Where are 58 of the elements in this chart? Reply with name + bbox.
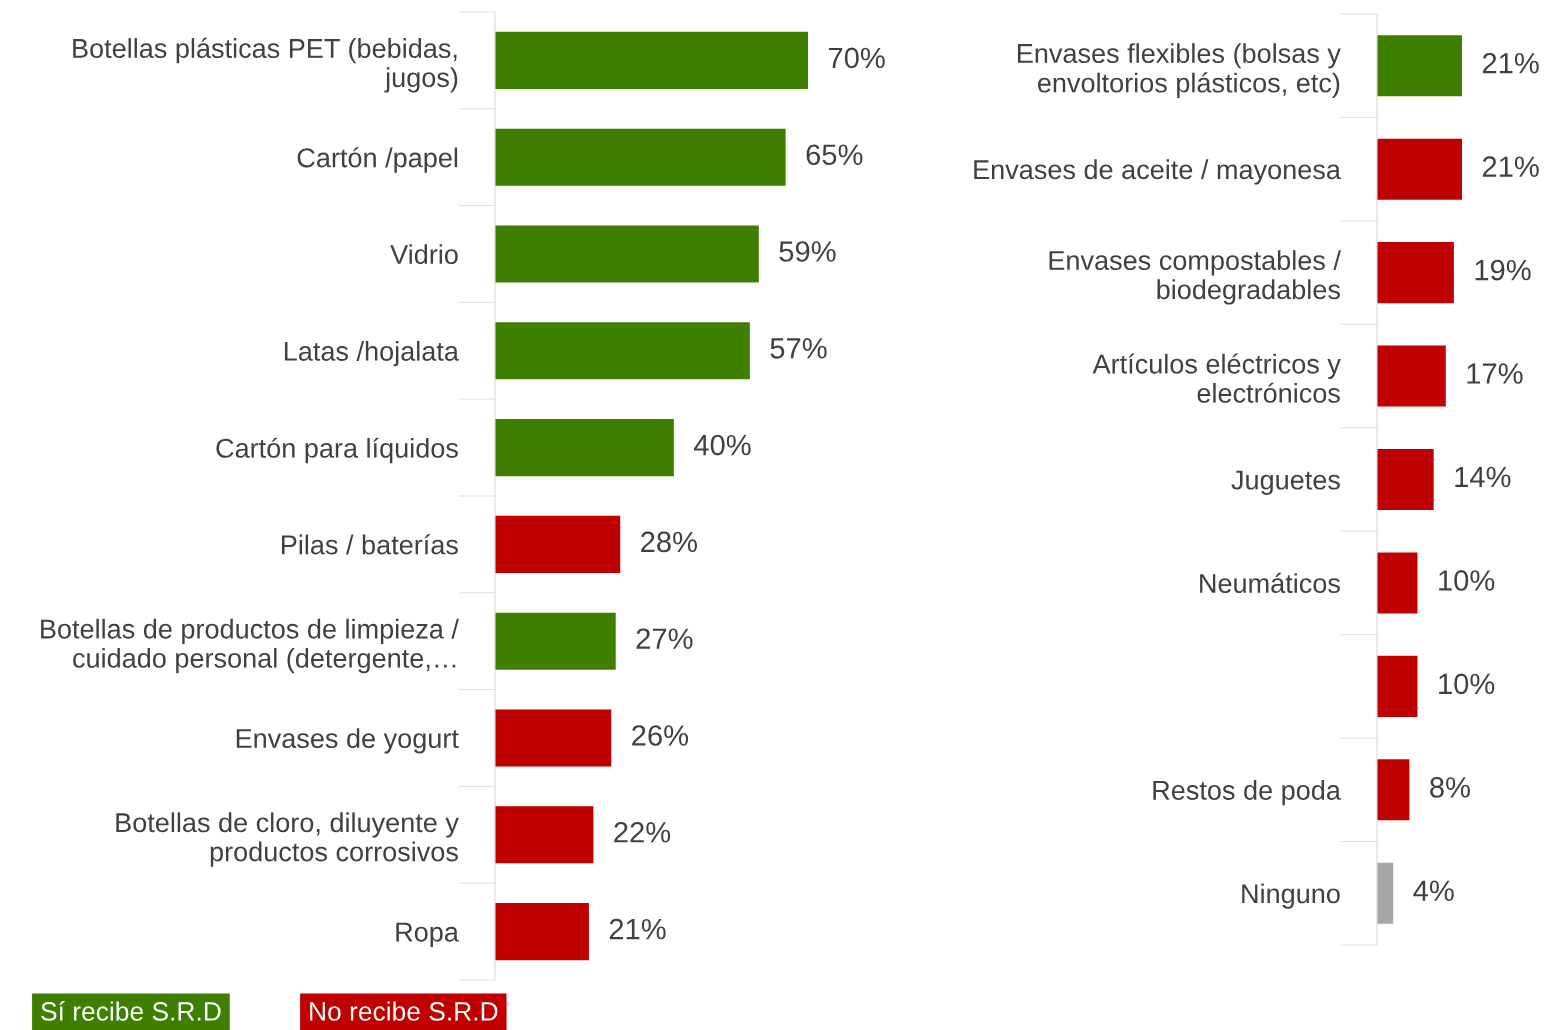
data-label: 65%	[806, 144, 863, 166]
bar	[1377, 448, 1434, 511]
bar	[1377, 655, 1418, 717]
bar	[495, 709, 612, 767]
data-label: 21%	[1482, 52, 1539, 74]
y-tick-label: Latas /hojalata	[284, 340, 459, 367]
bar	[495, 903, 589, 961]
y-tick-label: Cartón para líquidos	[216, 437, 458, 464]
data-label: 21%	[609, 918, 666, 940]
y-tick-label: Artículos eléctricos y electrónicos	[1092, 353, 1341, 403]
data-label: 10%	[1439, 570, 1495, 591]
bar	[495, 31, 808, 89]
series-label: No recibe S.R.D	[310, 1001, 498, 1021]
y-tick-label: Pilas / baterías	[281, 534, 458, 555]
data-label: 70%	[828, 47, 885, 69]
y-tick-label: Cartón /papel	[297, 147, 458, 173]
y-tick-label: Envases compostables / biodegradables	[1049, 250, 1341, 305]
y-tick-label: Ropa	[396, 922, 459, 948]
data-label: 59%	[779, 241, 836, 262]
y-tick-label: Vidrio	[390, 244, 458, 265]
bar	[1377, 759, 1410, 821]
data-label: 27%	[636, 628, 693, 649]
data-label: 8%	[1430, 777, 1470, 798]
text: Sí recibe S.R.D	[41, 1001, 221, 1021]
data-label: 4%	[1413, 880, 1454, 901]
data-label: 57%	[770, 338, 827, 359]
bar	[1377, 242, 1454, 304]
data-label: 21%	[1482, 156, 1539, 177]
y-tick-label: Envases flexibles (bolsas y envoltorios plásticos, etc)	[1017, 43, 1341, 98]
data-label: 19%	[1475, 259, 1531, 281]
bar	[1377, 35, 1462, 97]
bar	[495, 515, 621, 573]
y-tick-label: Neumáticos	[1200, 572, 1340, 594]
bar	[495, 612, 616, 670]
data-label: 14%	[1455, 466, 1511, 488]
y-tick-label: Botellas plásticas PET (bebidas, jugos)	[73, 37, 458, 93]
y-tick-label: Envases de aceite / mayonesa	[974, 159, 1341, 185]
bar	[495, 322, 750, 380]
y-tick-label: Botellas de productos de limpieza / cuidado personal (detergente,…	[41, 618, 459, 674]
data-label: 26%	[632, 725, 689, 746]
bar	[495, 419, 674, 477]
y-tick-label: Restos de poda	[1153, 780, 1341, 806]
bar	[495, 806, 594, 864]
bar	[1377, 345, 1446, 407]
y-tick-label: Juguetes	[1231, 470, 1340, 495]
y-tick-label: Envases de yogurt	[236, 728, 459, 754]
data-label: 10%	[1439, 673, 1495, 695]
bar	[1377, 862, 1394, 924]
bar	[495, 128, 786, 186]
y-tick-label: Botellas de cloro, diluyente y productos corrosivos	[116, 812, 459, 867]
bar	[495, 225, 759, 283]
y-tick-label: Ninguno	[1242, 883, 1340, 909]
data-label: 40%	[693, 434, 751, 456]
data-label: 28%	[641, 531, 697, 553]
data-label: 22%	[614, 821, 671, 843]
bar	[1377, 552, 1418, 614]
bar	[1377, 138, 1462, 200]
data-label: 17%	[1467, 363, 1523, 384]
